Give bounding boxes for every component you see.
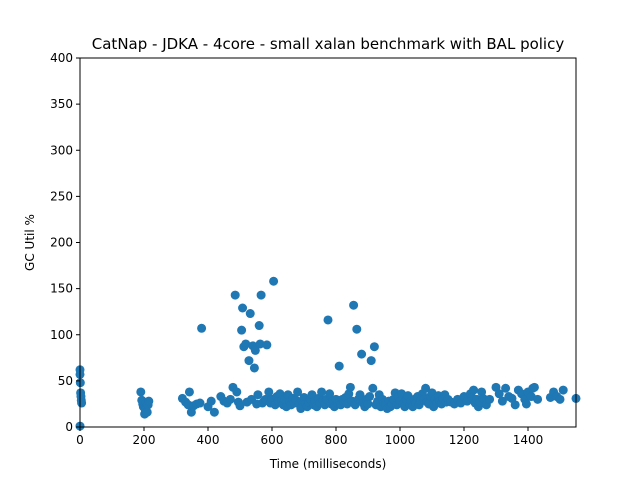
- data-point: [369, 342, 379, 352]
- data-point: [357, 349, 367, 359]
- data-point: [349, 300, 359, 310]
- data-point: [345, 382, 355, 392]
- data-point: [325, 389, 335, 399]
- data-point: [293, 387, 303, 397]
- data-point: [421, 383, 431, 393]
- data-point: [209, 407, 219, 417]
- data-point: [366, 356, 376, 366]
- data-point: [497, 396, 507, 406]
- data-point: [255, 339, 265, 349]
- data-point: [363, 399, 373, 409]
- data-point: [529, 382, 539, 392]
- y-tick-label: 0: [65, 420, 73, 434]
- y-axis-ticks: 0 50 100 150 200 250 300 350 400: [50, 51, 80, 434]
- data-point: [352, 324, 362, 334]
- data-point: [253, 390, 263, 400]
- data-point: [555, 394, 565, 404]
- data-point: [501, 383, 511, 393]
- data-point: [317, 387, 327, 397]
- points-layer: [75, 276, 581, 431]
- data-point: [206, 396, 216, 406]
- data-point: [249, 363, 259, 373]
- data-point: [237, 325, 247, 335]
- data-point: [232, 387, 242, 397]
- data-point: [558, 385, 568, 395]
- data-point: [250, 345, 260, 355]
- x-tick-label: 200: [133, 433, 156, 447]
- data-point: [235, 401, 245, 411]
- data-point: [184, 387, 194, 397]
- data-point: [469, 385, 479, 395]
- y-tick-label: 350: [50, 97, 73, 111]
- y-tick-label: 150: [50, 282, 73, 296]
- x-tick-label: 800: [325, 433, 348, 447]
- x-tick-label: 600: [261, 433, 284, 447]
- chart-title: CatNap - JDKA - 4core - small xalan benc…: [92, 35, 565, 53]
- y-tick-label: 300: [50, 143, 73, 157]
- data-point: [77, 398, 87, 408]
- data-point: [241, 339, 251, 349]
- data-point: [254, 321, 264, 331]
- x-tick-label: 1200: [449, 433, 480, 447]
- x-tick-label: 400: [197, 433, 220, 447]
- x-axis-ticks: 0 200 400 600 800 1000 1200 1400: [76, 427, 543, 447]
- data-point: [245, 309, 255, 319]
- x-tick-label: 0: [76, 433, 84, 447]
- data-point: [262, 340, 272, 350]
- y-tick-label: 250: [50, 189, 73, 203]
- data-point: [238, 303, 248, 313]
- plot-frame: [79, 57, 577, 428]
- data-point: [368, 383, 378, 393]
- data-point: [334, 361, 344, 371]
- data-point: [533, 394, 543, 404]
- data-point: [230, 290, 240, 300]
- data-point: [365, 392, 375, 402]
- y-tick-label: 100: [50, 328, 73, 342]
- data-point: [355, 390, 365, 400]
- x-tick-label: 1400: [513, 433, 544, 447]
- data-point: [510, 400, 520, 410]
- data-point: [195, 398, 205, 408]
- data-point: [197, 323, 207, 333]
- y-tick-label: 200: [50, 236, 73, 250]
- data-point: [264, 387, 274, 397]
- data-point: [269, 276, 279, 286]
- data-point: [136, 387, 146, 397]
- x-axis-label: Time (milliseconds): [269, 457, 387, 471]
- y-tick-label: 400: [50, 51, 73, 65]
- data-point: [494, 389, 504, 399]
- data-point: [485, 394, 495, 404]
- data-point: [225, 394, 235, 404]
- y-axis-label: GC Util %: [23, 214, 37, 271]
- x-tick-label: 1000: [385, 433, 416, 447]
- data-point: [244, 356, 254, 366]
- y-tick-label: 50: [58, 374, 73, 388]
- data-point: [142, 407, 152, 417]
- data-point: [256, 290, 266, 300]
- data-point: [144, 396, 154, 406]
- data-point: [521, 399, 531, 409]
- data-point: [323, 315, 333, 325]
